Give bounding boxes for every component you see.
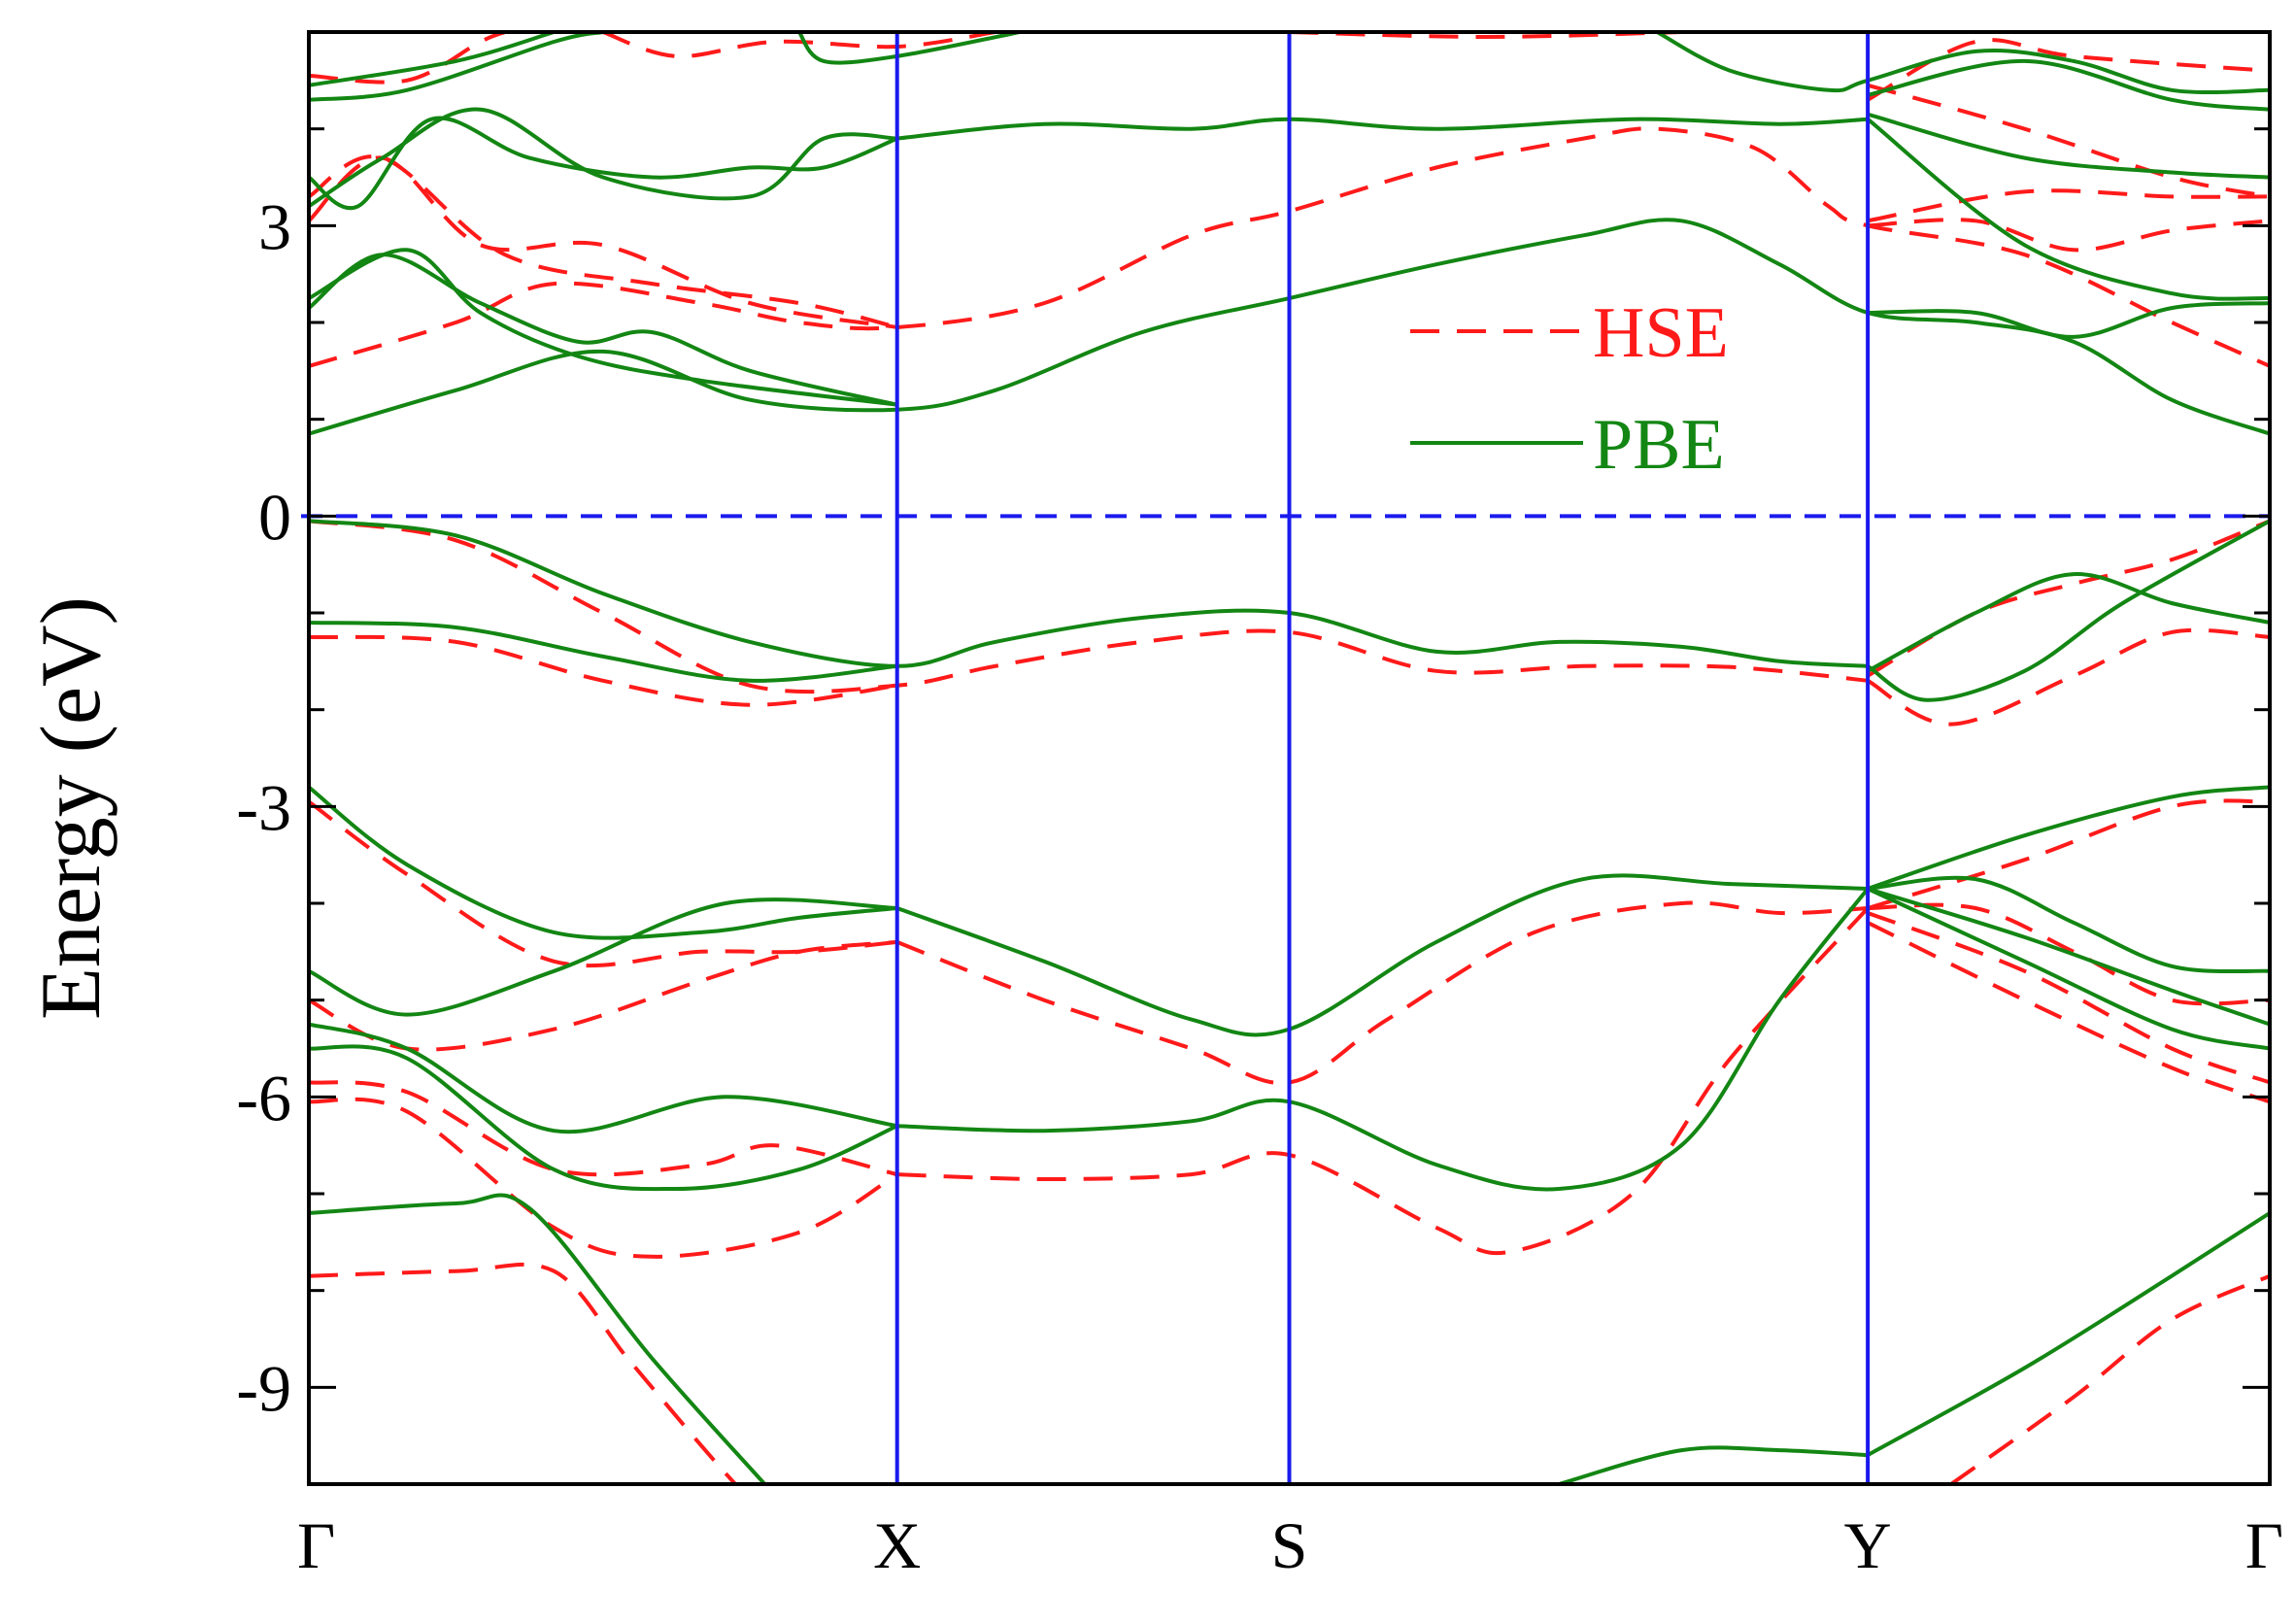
pbe-band-15 [309,621,897,683]
hse-band-17 [309,1080,898,1177]
y-axis-title: Energy (eV) [24,596,118,1020]
pbe-band-17 [1867,572,2270,673]
legend: HSE PBE [1410,293,1729,485]
hse-band-3 [1868,218,2270,253]
hse-band-16 [895,900,1869,1086]
legend-label-hse: HSE [1593,293,1729,373]
y-tick-label: 0 [258,480,291,554]
pbe-band-12 [1656,32,2270,95]
hse-band-21 [1868,902,2270,1006]
pbe-band-14 [309,519,1869,668]
pbe-band-23 [896,887,1870,1192]
pbe-band-8 [1867,112,2270,180]
kpoint-label-4: Γ [2245,1508,2283,1582]
pbe-band-18 [309,785,897,940]
hse-band-24 [309,1262,737,1484]
hse-band-19 [896,906,1870,1256]
kpoint-label-2: S [1271,1508,1308,1582]
pbe-band-28 [309,1193,766,1484]
kpoint-label-0: Γ [297,1508,335,1582]
hse-band-20 [1867,798,2270,910]
pbe-band-6 [896,117,1869,141]
pbe-band-20 [896,873,1869,1037]
pbe-band-2 [309,248,897,407]
pbe-band-0 [309,218,2270,436]
guides-layer [301,32,2270,1484]
pbe-band-26 [1867,887,2270,1027]
pbe-band-16 [1866,519,2270,702]
hse-band-4 [1867,188,2270,223]
legend-label-pbe: PBE [1593,405,1725,485]
y-tick-label: -6 [236,1061,291,1134]
hse-band-0 [309,126,2270,368]
hse-band-9 [1867,83,2270,199]
hse-band-5 [309,32,506,85]
y-tick-label: 3 [258,189,291,263]
pbe-band-11 [797,32,1021,65]
pbe-band-22 [309,1044,898,1192]
pbe-band-7 [1866,118,2270,301]
hse-band-22 [1867,911,2270,1085]
hse-band-10 [309,519,1869,694]
kpoint-label-1: X [873,1508,921,1582]
pbe-band-24 [1867,785,2270,891]
plot-frame [307,30,2272,1486]
hse-band-18 [309,1097,898,1259]
pbe-band-30 [1867,1211,2270,1457]
pbe-band-9 [309,32,604,102]
pbe-band-19 [309,897,897,1017]
pbe-band-21 [309,1022,898,1134]
hse-band-6 [602,32,996,58]
y-tick-label: -9 [236,1351,291,1425]
hse-band-23 [1867,921,2270,1104]
pbe-band-25 [1867,875,2270,974]
bands-layer [309,32,2270,1484]
hse-band-12 [1867,627,2270,727]
y-tick-label: -3 [236,770,291,844]
kpoint-label-3: Y [1844,1508,1892,1582]
hse-band-25 [1949,1273,2270,1484]
hse-band-11 [309,634,897,707]
ticks-layer: 3 0 -3 -6 -9 Γ X S Y Γ [236,30,2283,1582]
pbe-band-5 [309,107,897,209]
pbe-band-27 [1867,887,2270,1051]
pbe-band-3 [1868,301,2270,339]
pbe-band-13 [1867,58,2270,112]
hse-band-8 [1867,38,2270,102]
pbe-band-29 [1558,1445,1869,1484]
pbe-band-10 [309,32,555,87]
